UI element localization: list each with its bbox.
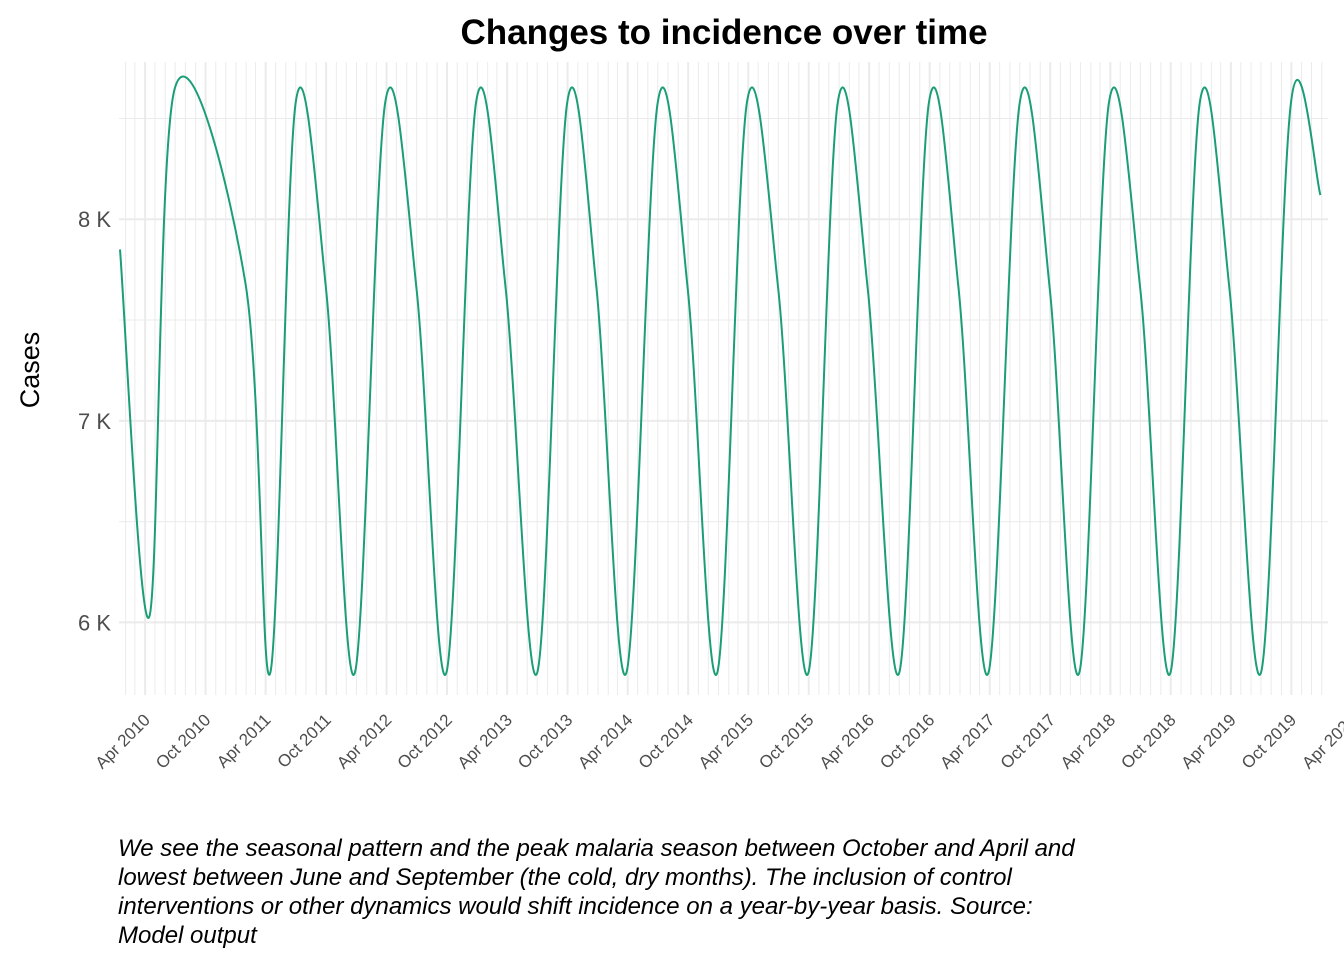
series-layer bbox=[118, 75, 1322, 676]
x-tick-label: Oct 2010 bbox=[152, 710, 214, 772]
major-gridlines bbox=[119, 62, 1328, 695]
x-tick-label: Apr 2014 bbox=[574, 710, 636, 772]
y-tick-labels: 6 K 7 K 8 K bbox=[78, 207, 111, 635]
x-tick-label: Apr 2010 bbox=[92, 710, 154, 772]
x-tick-label: Apr 2017 bbox=[936, 710, 998, 772]
x-tick-label: Oct 2013 bbox=[514, 710, 576, 772]
x-tick-label: Oct 2018 bbox=[1117, 710, 1179, 772]
x-tick-label: Apr 2018 bbox=[1057, 710, 1119, 772]
x-tick-label: Oct 2016 bbox=[876, 710, 938, 772]
y-axis-label: Cases bbox=[15, 332, 45, 409]
x-tick-label: Apr 2012 bbox=[333, 710, 395, 772]
x-tick-label: Apr 2013 bbox=[454, 710, 516, 772]
x-tick-label: Oct 2017 bbox=[997, 710, 1059, 772]
y-tick-label: 7 K bbox=[78, 409, 111, 434]
x-tick-label: Apr 2016 bbox=[816, 710, 878, 772]
x-tick-label: Apr 2015 bbox=[695, 710, 757, 772]
x-tick-label: Oct 2015 bbox=[755, 710, 817, 772]
x-tick-label: Apr 2019 bbox=[1177, 710, 1239, 772]
x-tick-label: Apr 2020 bbox=[1298, 710, 1344, 772]
x-tick-label: Oct 2014 bbox=[635, 710, 697, 772]
x-tick-label: Oct 2019 bbox=[1238, 710, 1300, 772]
y-tick-label: 6 K bbox=[78, 610, 111, 635]
chart-caption: We see the seasonal pattern and the peak… bbox=[118, 835, 1075, 949]
x-tick-label: Oct 2011 bbox=[274, 710, 335, 771]
y-tick-label: 8 K bbox=[78, 207, 111, 232]
minor-gridlines bbox=[119, 62, 1328, 695]
x-tick-label: Apr 2011 bbox=[213, 710, 274, 771]
chart-title: Changes to incidence over time bbox=[460, 13, 987, 52]
incidence-series-line bbox=[118, 75, 1322, 676]
x-tick-label: Oct 2012 bbox=[394, 710, 456, 772]
